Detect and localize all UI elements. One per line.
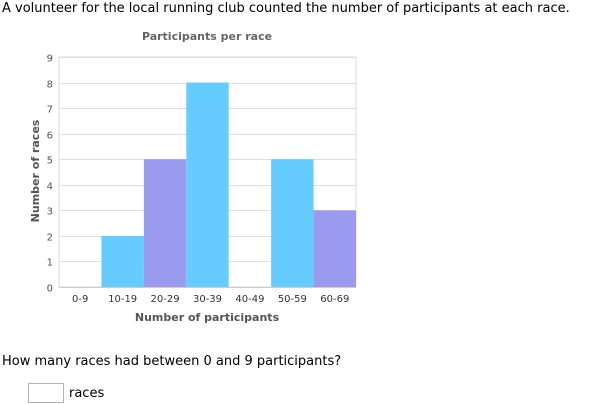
y-axis-label: Number of races — [29, 119, 42, 222]
bar-60-69 — [313, 210, 356, 287]
y-tick-label: 2 — [47, 233, 53, 244]
x-axis-label: Number of participants — [135, 311, 280, 324]
x-tick-label: 30-39 — [193, 294, 222, 305]
answer-input[interactable] — [28, 383, 64, 403]
bar-20-29 — [143, 159, 187, 287]
bar-layer — [101, 82, 356, 287]
x-tick-label: 0-9 — [72, 294, 88, 305]
y-tick-label: 0 — [47, 284, 53, 295]
bar-10-19 — [101, 235, 144, 287]
bar-30-39 — [186, 82, 229, 287]
histogram-chart: 0 1 2 3 4 5 6 7 8 9 0-9 10-19 20-29 30-39 40-49 50-59 60… — [29, 54, 357, 324]
y-tick-label: 7 — [47, 105, 53, 116]
question-text: How many races had between 0 and 9 parti… — [2, 354, 342, 369]
x-tick-label: 20-29 — [151, 294, 180, 305]
y-tick-label: 6 — [47, 131, 53, 142]
y-tick-label: 5 — [47, 156, 53, 167]
problem-prompt: A volunteer for the local running club c… — [2, 1, 570, 16]
x-tick-label: 10-19 — [108, 294, 137, 305]
chart-title: Participants per race — [141, 30, 273, 43]
y-tick-label: 4 — [47, 182, 53, 193]
x-tick-label: 40-49 — [235, 294, 264, 305]
y-tick-label: 9 — [47, 54, 53, 65]
axis-layer: 0 1 2 3 4 5 6 7 8 9 0-9 10-19 20-29 30-39 40-49 50-59 60… — [47, 54, 356, 305]
x-tick-label: 50-59 — [278, 294, 307, 305]
y-tick-label: 3 — [47, 207, 53, 218]
answer-row: races — [28, 383, 104, 403]
y-tick-label: 1 — [47, 258, 53, 269]
y-tick-label: 8 — [47, 80, 53, 91]
x-tick-label: 60-69 — [320, 294, 349, 305]
bar-50-59 — [271, 159, 314, 287]
answer-unit-label: races — [69, 385, 105, 401]
